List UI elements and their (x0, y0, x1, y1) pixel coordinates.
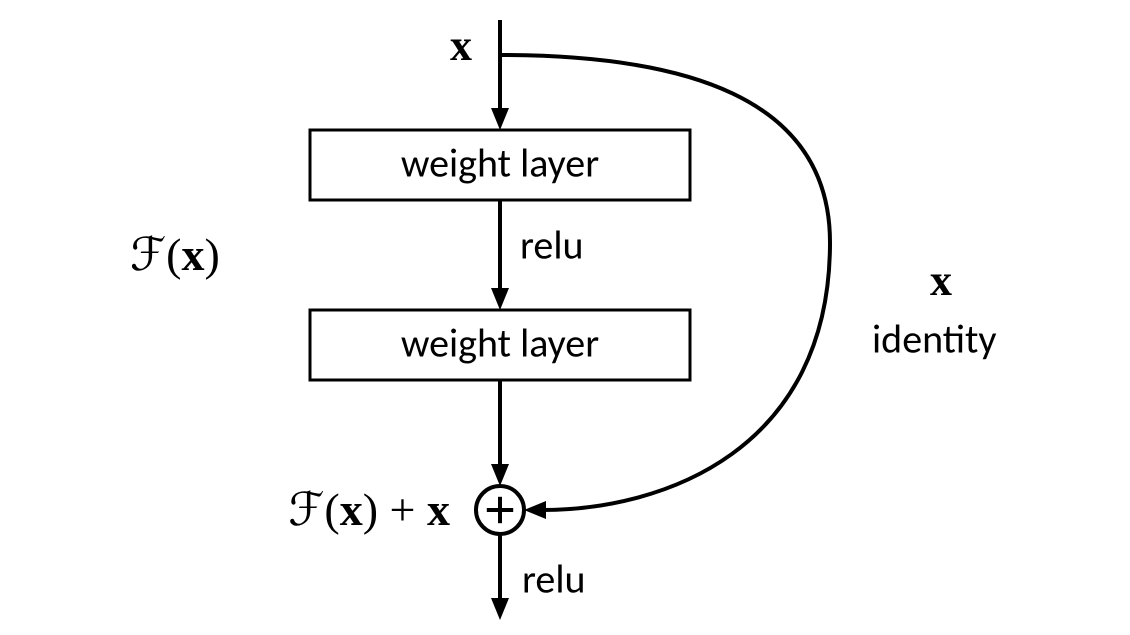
skip-connection (500, 55, 830, 510)
arrowhead (491, 108, 509, 130)
fx-label: ℱ(x) (130, 229, 220, 280)
relu-2-label: relu (522, 555, 586, 604)
skip-x-label: x (930, 256, 952, 305)
input-x-label: x (450, 21, 472, 70)
arrowhead (491, 288, 509, 310)
relu-1-label: relu (520, 221, 584, 270)
fx-plus-x-label: ℱ(x) + x (288, 484, 450, 535)
arrowhead (491, 598, 509, 620)
identity-label: identity (872, 315, 997, 364)
weight-layer-1-label: weight layer (401, 139, 599, 188)
arrowhead (524, 501, 546, 519)
arrowhead (491, 464, 509, 486)
weight-layer-2-label: weight layer (401, 319, 599, 368)
